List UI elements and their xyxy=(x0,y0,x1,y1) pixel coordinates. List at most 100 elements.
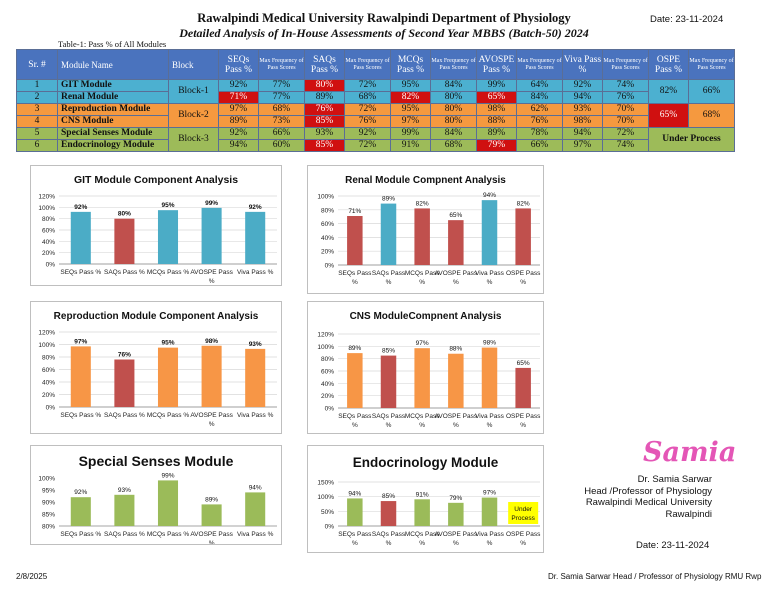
x-tick-label: % xyxy=(520,540,526,547)
x-tick-label: OSPE Pass xyxy=(506,531,541,538)
y-tick-label: 120% xyxy=(38,194,55,201)
bar-2 xyxy=(380,355,397,408)
chart-endocrinology-svg: Endocrinology Module 0% 50% 100% 150% 94% SEQs… xyxy=(317,455,541,547)
cell-value: 82% xyxy=(390,91,431,104)
x-tick-label: % xyxy=(487,540,493,547)
row-sr: 4 xyxy=(16,115,58,128)
x-tick-label: AVOSPE Pass xyxy=(435,270,478,277)
cell-value: 76% xyxy=(304,103,345,116)
chart-git-svg: GIT Module Component Analysis 0% 20% 40% 60%… xyxy=(38,174,277,285)
cell-value: 73% xyxy=(258,115,305,128)
row-module-name: Renal Module xyxy=(57,91,169,104)
cell-value: 92% xyxy=(218,79,259,92)
data-label: 98% xyxy=(483,340,496,347)
x-tick-label: Viva Pass % xyxy=(237,531,274,538)
cell-value: 93% xyxy=(562,103,603,116)
data-label: 93% xyxy=(118,487,131,494)
x-tick-label: % xyxy=(352,422,358,429)
y-tick-label: 20% xyxy=(321,393,334,400)
data-label: 92% xyxy=(249,204,262,211)
x-tick-label: % xyxy=(352,540,358,547)
chart-special-senses-svg: Special Senses Module 80% 85% 90% 95% 100% 92%… xyxy=(38,453,277,544)
signatory-role: Head /Professor of Physiology xyxy=(584,485,712,497)
y-tick-label: 100% xyxy=(317,344,334,351)
data-label: 97% xyxy=(483,490,496,497)
bar-3 xyxy=(157,347,179,407)
bar-4 xyxy=(448,220,464,265)
signatory-city: Rawalpindi xyxy=(665,508,712,520)
data-label: 99% xyxy=(161,472,174,479)
y-tick-label: 40% xyxy=(42,380,55,387)
chart-endocrinology: Endocrinology Module 0% 50% 100% 150% 94% SEQs… xyxy=(307,445,544,553)
cell-value: 68% xyxy=(344,91,391,104)
x-tick-label: Viva Pass xyxy=(475,413,505,420)
bar-5 xyxy=(245,348,266,407)
cell-value: 77% xyxy=(258,79,305,92)
row-sr: 2 xyxy=(16,91,58,104)
data-label: 89% xyxy=(205,496,218,503)
y-tick-label: 100% xyxy=(38,205,55,212)
cell-value: 72% xyxy=(344,103,391,116)
chart-renal: Renal Module Compnent Analysis 0% 20% 40% 60… xyxy=(307,165,544,294)
bar-2 xyxy=(114,494,135,526)
cell-value: 99% xyxy=(476,79,517,92)
bar-1 xyxy=(70,211,91,264)
y-tick-label: 60% xyxy=(42,367,55,374)
x-tick-label: % xyxy=(209,421,215,428)
data-label: 98% xyxy=(205,338,218,345)
x-tick-label: SAQs Pass % xyxy=(104,412,145,419)
cell-value: 92% xyxy=(218,127,259,140)
row-module-name: Endocrinology Module xyxy=(57,139,169,152)
data-label: 91% xyxy=(416,491,429,498)
y-tick-label: 100% xyxy=(38,342,55,349)
cell-value: 74% xyxy=(602,139,649,152)
bar-1 xyxy=(347,498,363,526)
ospe-freq-cell: 68% xyxy=(688,103,735,128)
y-tick-label: 80% xyxy=(42,355,55,362)
table-row: 6 Endocrinology Module 94% 60% 85% 72% 9… xyxy=(16,139,735,152)
col-sr: Sr. # xyxy=(16,49,58,80)
y-tick-label: 20% xyxy=(42,250,55,257)
cell-value: 62% xyxy=(516,103,563,116)
col-viva-freq: Max Frequency of Pass Scores xyxy=(602,49,649,80)
bar-2 xyxy=(380,203,397,265)
x-tick-label: % xyxy=(453,422,459,429)
signatory-name: Dr. Samia Sarwar xyxy=(637,474,712,485)
data-label: 85% xyxy=(382,493,395,500)
bar-5 xyxy=(481,347,498,408)
y-tick-label: 20% xyxy=(321,249,334,256)
cell-value: 65% xyxy=(476,91,517,104)
chart-reproduction: Reproduction Module Component Analysis 0%… xyxy=(30,301,282,434)
cell-value: 80% xyxy=(430,103,477,116)
ospe-freq-cell: 66% xyxy=(688,79,735,104)
data-label: 88% xyxy=(449,346,462,353)
bar-3 xyxy=(414,499,430,526)
signature-mark: Samia xyxy=(643,437,737,468)
cell-value: 72% xyxy=(602,127,649,140)
y-tick-label: 60% xyxy=(321,369,334,376)
cell-value: 99% xyxy=(390,127,431,140)
cell-value: 72% xyxy=(344,139,391,152)
footer-signatory: Dr. Samia Sarwar Head / Professor of Phy… xyxy=(548,572,762,581)
y-tick-label: 80% xyxy=(321,356,334,363)
x-tick-label: MCQs Pass xyxy=(405,531,440,538)
bar-1 xyxy=(70,346,91,407)
data-label: 94% xyxy=(348,490,361,497)
signature-date: Date: 23-11-2024 xyxy=(636,540,710,551)
data-label: 82% xyxy=(517,200,530,207)
footer-date: 2/8/2025 xyxy=(16,572,48,581)
col-module: Module Name xyxy=(57,49,169,80)
data-label: 95% xyxy=(161,340,174,347)
data-label: 93% xyxy=(249,341,262,348)
chart-renal-svg: Renal Module Compnent Analysis 0% 20% 40% 60… xyxy=(317,175,541,286)
y-tick-label: 150% xyxy=(317,480,334,487)
data-label: 99% xyxy=(205,200,218,207)
annotation-box xyxy=(508,502,539,524)
row-sr: 5 xyxy=(16,127,58,140)
y-tick-label: 85% xyxy=(42,512,55,519)
cell-value: 85% xyxy=(304,115,345,128)
chart-special-senses: Special Senses Module 80% 85% 90% 95% 100% 92%… xyxy=(30,445,282,545)
bar-4 xyxy=(448,502,464,526)
y-tick-label: 100% xyxy=(317,194,334,201)
x-tick-label: SEQs Pass xyxy=(338,413,372,420)
